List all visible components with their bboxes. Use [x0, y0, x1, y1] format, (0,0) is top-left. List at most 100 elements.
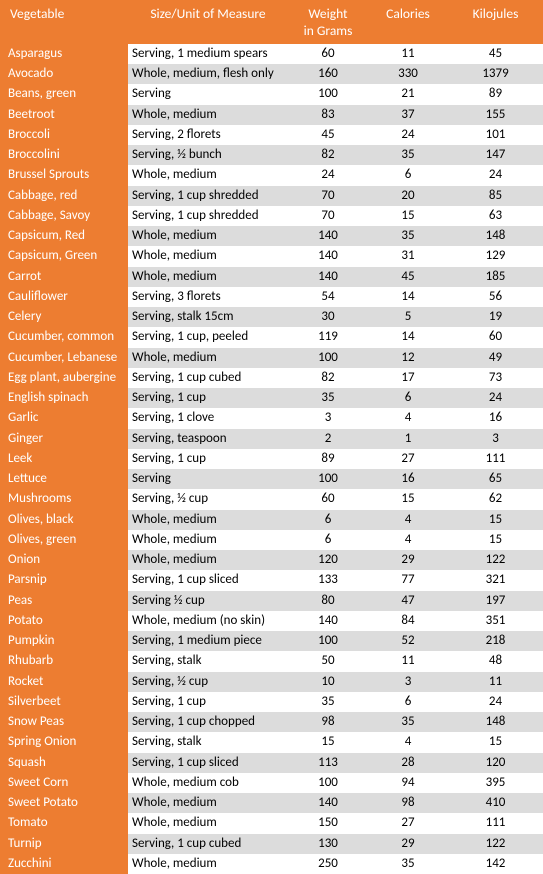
cell-kilojules: 15: [448, 732, 543, 752]
cell-weight: 98: [288, 712, 368, 732]
cell-kilojules: 65: [448, 469, 543, 489]
cell-vegetable: Garlic: [0, 408, 128, 428]
cell-kilojules: 129: [448, 246, 543, 266]
cell-vegetable: Beans, green: [0, 84, 128, 104]
cell-size: Serving, stalk: [128, 732, 288, 752]
cell-calories: 28: [368, 753, 448, 773]
table-row: PeasServing ½ cup8047197: [0, 591, 543, 611]
cell-kilojules: 218: [448, 631, 543, 651]
cell-weight: 35: [288, 388, 368, 408]
cell-kilojules: 120: [448, 753, 543, 773]
cell-calories: 47: [368, 591, 448, 611]
cell-vegetable: Capsicum, Red: [0, 226, 128, 246]
cell-weight: 133: [288, 570, 368, 590]
cell-size: Serving, 1 cup sliced: [128, 570, 288, 590]
cell-weight: 35: [288, 692, 368, 712]
cell-size: Serving, 1 cup, peeled: [128, 327, 288, 347]
table-row: English spinachServing, 1 cup35624: [0, 388, 543, 408]
cell-vegetable: Snow Peas: [0, 712, 128, 732]
cell-size: Whole, medium (no skin): [128, 611, 288, 631]
cell-vegetable: English spinach: [0, 388, 128, 408]
cell-vegetable: Cabbage, Savoy: [0, 206, 128, 226]
cell-size: Whole, medium: [128, 550, 288, 570]
cell-calories: 4: [368, 510, 448, 530]
col-kilojules: Kilojules: [448, 0, 543, 44]
table-row: Cabbage, SavoyServing, 1 cup shredded701…: [0, 206, 543, 226]
cell-kilojules: 48: [448, 651, 543, 671]
cell-size: Serving, 1 cup shredded: [128, 206, 288, 226]
cell-vegetable: Broccoli: [0, 125, 128, 145]
cell-calories: 14: [368, 327, 448, 347]
table-row: Cucumber, commonServing, 1 cup, peeled11…: [0, 327, 543, 347]
cell-weight: 50: [288, 651, 368, 671]
cell-kilojules: 142: [448, 854, 543, 874]
cell-kilojules: 410: [448, 793, 543, 813]
table-row: RhubarbServing, stalk501148: [0, 651, 543, 671]
cell-kilojules: 395: [448, 773, 543, 793]
cell-weight: 54: [288, 287, 368, 307]
cell-weight: 160: [288, 64, 368, 84]
cell-kilojules: 155: [448, 105, 543, 125]
table-row: TomatoWhole, medium15027111: [0, 813, 543, 833]
cell-weight: 60: [288, 489, 368, 509]
cell-calories: 4: [368, 408, 448, 428]
table-row: PumpkinServing, 1 medium piece10052218: [0, 631, 543, 651]
cell-calories: 94: [368, 773, 448, 793]
cell-vegetable: Zucchini: [0, 854, 128, 874]
cell-calories: 330: [368, 64, 448, 84]
cell-vegetable: Peas: [0, 591, 128, 611]
cell-vegetable: Sweet Corn: [0, 773, 128, 793]
cell-size: Serving, ½ cup: [128, 672, 288, 692]
cell-vegetable: Squash: [0, 753, 128, 773]
cell-vegetable: Parsnip: [0, 570, 128, 590]
col-size: Size/Unit of Measure: [128, 0, 288, 44]
cell-calories: 6: [368, 165, 448, 185]
cell-weight: 140: [288, 267, 368, 287]
table-row: Cabbage, redServing, 1 cup shredded70208…: [0, 186, 543, 206]
cell-vegetable: Leek: [0, 449, 128, 469]
cell-calories: 35: [368, 145, 448, 165]
cell-vegetable: Cabbage, red: [0, 186, 128, 206]
cell-weight: 119: [288, 327, 368, 347]
table-row: LeekServing, 1 cup8927111: [0, 449, 543, 469]
cell-calories: 84: [368, 611, 448, 631]
table-row: Cucumber, LebaneseWhole, medium1001249: [0, 348, 543, 368]
cell-weight: 6: [288, 510, 368, 530]
cell-size: Serving, ½ cup: [128, 489, 288, 509]
cell-kilojules: 147: [448, 145, 543, 165]
cell-calories: 16: [368, 469, 448, 489]
cell-size: Whole, medium: [128, 267, 288, 287]
cell-calories: 3: [368, 672, 448, 692]
cell-kilojules: 62: [448, 489, 543, 509]
cell-size: Whole, medium: [128, 530, 288, 550]
table-row: Spring OnionServing, stalk15415: [0, 732, 543, 752]
cell-vegetable: Ginger: [0, 429, 128, 449]
cell-vegetable: Cauliflower: [0, 287, 128, 307]
table-row: OnionWhole, medium12029122: [0, 550, 543, 570]
table-row: Olives, greenWhole, medium6415: [0, 530, 543, 550]
cell-weight: 80: [288, 591, 368, 611]
cell-weight: 24: [288, 165, 368, 185]
cell-weight: 83: [288, 105, 368, 125]
cell-size: Serving, 1 medium spears: [128, 44, 288, 64]
cell-weight: 15: [288, 732, 368, 752]
cell-kilojules: 73: [448, 368, 543, 388]
table-header: Vegetable Size/Unit of Measure Weightin …: [0, 0, 543, 44]
cell-kilojules: 15: [448, 530, 543, 550]
table-row: GarlicServing, 1 clove3416: [0, 408, 543, 428]
cell-vegetable: Brussel Sprouts: [0, 165, 128, 185]
cell-vegetable: Mushrooms: [0, 489, 128, 509]
cell-size: Serving: [128, 84, 288, 104]
cell-vegetable: Capsicum, Green: [0, 246, 128, 266]
table-body: AsparagusServing, 1 medium spears601145A…: [0, 44, 543, 874]
cell-kilojules: 11: [448, 672, 543, 692]
cell-calories: 52: [368, 631, 448, 651]
cell-vegetable: Lettuce: [0, 469, 128, 489]
cell-calories: 17: [368, 368, 448, 388]
cell-vegetable: Avocado: [0, 64, 128, 84]
table-row: GingerServing, teaspoon213: [0, 429, 543, 449]
cell-vegetable: Rocket: [0, 672, 128, 692]
cell-size: Serving, 3 florets: [128, 287, 288, 307]
cell-weight: 6: [288, 530, 368, 550]
cell-calories: 27: [368, 449, 448, 469]
